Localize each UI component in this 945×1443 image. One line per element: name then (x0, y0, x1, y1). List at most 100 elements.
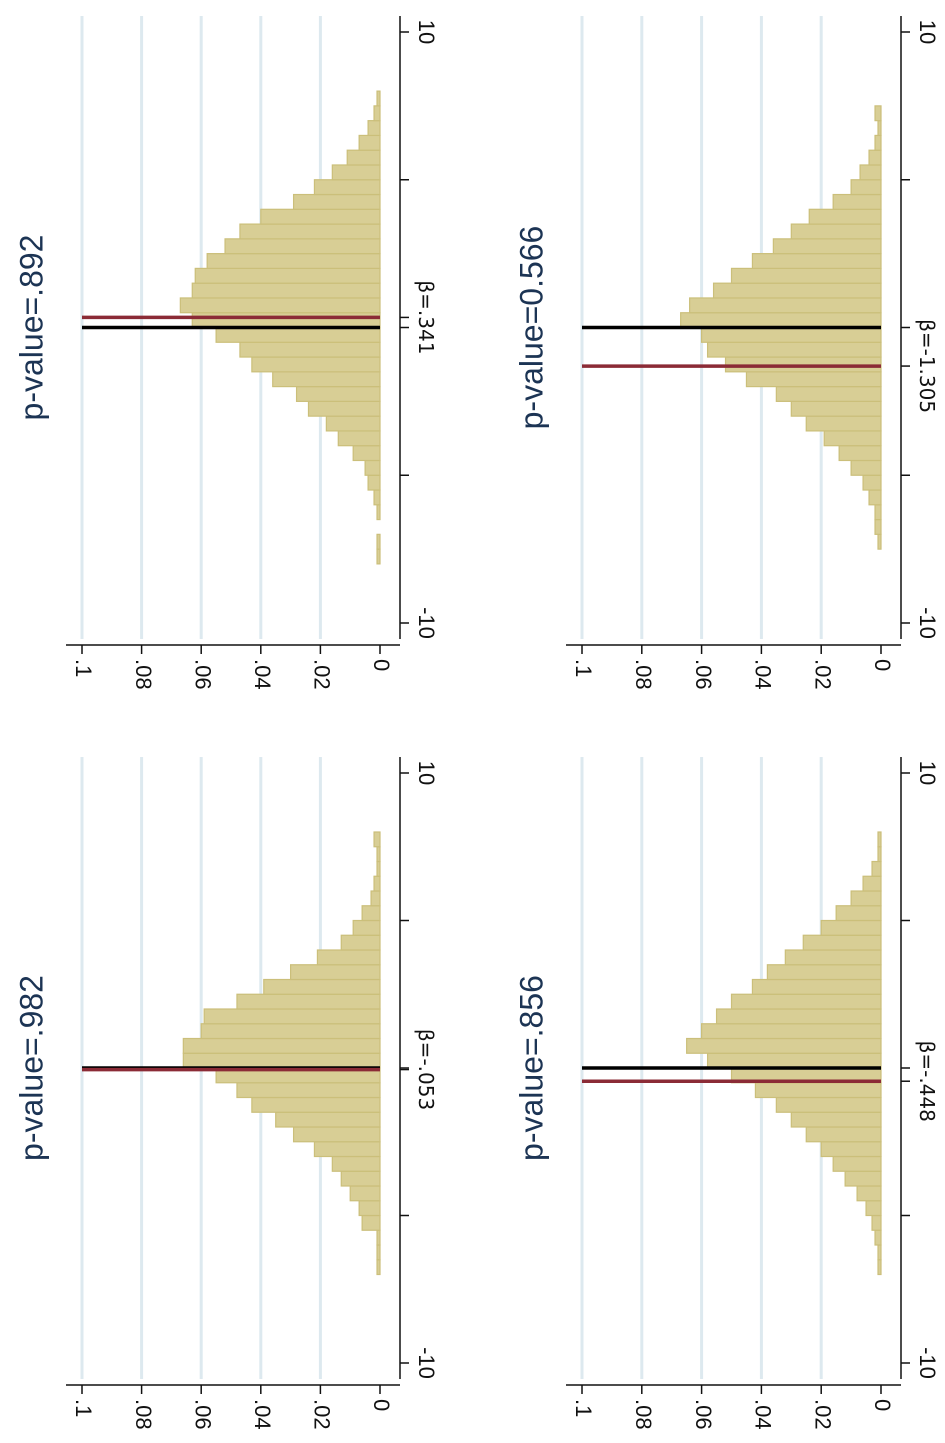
histogram-bar (352, 445, 381, 462)
y-tick-label: .02 (310, 1399, 335, 1430)
y-tick-label: 0 (369, 659, 394, 671)
y-tick-label: .04 (250, 1399, 275, 1430)
histogram-bar (239, 223, 381, 240)
histogram-bar (790, 1111, 882, 1128)
histogram-bar (877, 1244, 882, 1261)
x-tick-label: 10 (414, 761, 439, 785)
histogram-bar (239, 341, 381, 358)
histogram-bar (224, 238, 381, 255)
histogram-bar (376, 1229, 381, 1246)
histogram-bar (349, 1185, 381, 1202)
histogram-bar (868, 149, 882, 166)
y-tick-label: .1 (71, 659, 96, 677)
histogram-bar (715, 1008, 882, 1025)
chart-panel-bottom-right: -10 10 β=-1.305 0 .02 .04 .06 .08 .1 p-value=0.56… (513, 16, 940, 690)
histogram-bar (376, 533, 381, 550)
histogram-bar (775, 1096, 882, 1113)
y-tick-label: .1 (571, 1399, 596, 1417)
histogram-bar (877, 1259, 882, 1276)
histogram-bar (700, 1023, 882, 1040)
histogram-bar (307, 400, 381, 417)
histogram-bar (251, 1096, 381, 1113)
histogram-bar (877, 831, 882, 848)
chart-title: p-value=.982 (13, 975, 49, 1161)
chart-panel-bottom-left: -10 10 β=-.448 0 .02 .04 .06 .08 .1 p-value=.856 (513, 757, 940, 1430)
histogram-bar (236, 1082, 381, 1099)
y-tick-label: .06 (691, 659, 716, 690)
histogram-bar (331, 1155, 381, 1172)
chart-title: p-value=.856 (513, 975, 549, 1161)
x-tick-label: 10 (414, 20, 439, 44)
histogram-bar (236, 993, 381, 1010)
histogram-bar (775, 386, 882, 402)
histogram-bar (290, 964, 381, 981)
histogram-bar (292, 193, 381, 210)
histogram-bar (820, 919, 882, 936)
histogram-bar (373, 831, 381, 848)
histogram-bar (838, 445, 882, 462)
histogram-bar (325, 415, 381, 432)
histogram-bar (340, 1170, 381, 1187)
histogram-bar (766, 964, 882, 981)
histogram-bar (730, 267, 882, 284)
histogram-bar (275, 1111, 381, 1128)
histogram-bar (373, 875, 381, 892)
x-tick-label: -10 (915, 1347, 940, 1379)
histogram-bar (272, 371, 381, 388)
chart-title: p-value=0.566 (513, 226, 549, 430)
y-tick-label: .04 (751, 659, 776, 690)
histogram-bar (680, 312, 882, 329)
histogram-bar (316, 949, 381, 966)
histogram-bar (808, 208, 882, 225)
y-tick-label: .1 (571, 659, 596, 677)
histogram-bar (868, 489, 882, 506)
x-tick-label: -10 (414, 607, 439, 639)
y-tick-label: 0 (870, 1399, 895, 1411)
histogram-bar (874, 105, 882, 122)
x-tick-label: 10 (915, 20, 940, 44)
histogram-bar (772, 238, 882, 255)
chart-title: p-value=.892 (13, 235, 49, 421)
histogram-bar (745, 371, 882, 388)
histogram-bar (358, 1200, 381, 1217)
histogram-bar (361, 1214, 381, 1231)
histogram-bar (835, 905, 882, 922)
histogram-bar (823, 430, 882, 447)
y-tick-label: .08 (131, 659, 156, 690)
y-tick-label: .04 (751, 1399, 776, 1430)
histogram-bar (850, 890, 882, 907)
histogram-bar (874, 504, 882, 521)
histogram-bar (686, 1037, 882, 1054)
chart-panel-top-right: -10 10 β=.341 0 .02 .04 .06 .08 .1 p-value=.892 (13, 16, 439, 690)
histogram-bar (712, 282, 882, 299)
histogram-bar (751, 978, 882, 995)
histogram-bar (877, 846, 882, 863)
histogram-bar (376, 1259, 381, 1276)
histogram-bar (340, 934, 381, 951)
histogram-bar (367, 474, 381, 491)
histogram-bar (706, 341, 882, 358)
y-tick-label: .04 (250, 659, 275, 690)
histogram-bar (182, 1037, 381, 1054)
histogram-bar (260, 208, 381, 225)
histogram-bar (376, 846, 381, 863)
histogram-bar (877, 533, 882, 550)
histogram-bar (805, 415, 882, 432)
x-tick-label: -10 (915, 607, 940, 639)
histogram-bar (856, 1185, 882, 1202)
histogram-bar (358, 134, 381, 151)
histogram-bar (871, 860, 882, 877)
histogram-bar (376, 1244, 381, 1261)
histogram-bar (850, 459, 882, 476)
histogram-bar (805, 1126, 882, 1143)
histogram-bar (874, 1229, 882, 1246)
histogram-bar (331, 164, 381, 181)
histogram-bar (364, 459, 381, 476)
histogram-bar (191, 282, 381, 299)
histogram-bar (790, 400, 882, 417)
y-tick-label: 0 (369, 1399, 394, 1411)
beta-label: β=-.448 (915, 1041, 939, 1122)
histogram-bar (376, 860, 381, 877)
